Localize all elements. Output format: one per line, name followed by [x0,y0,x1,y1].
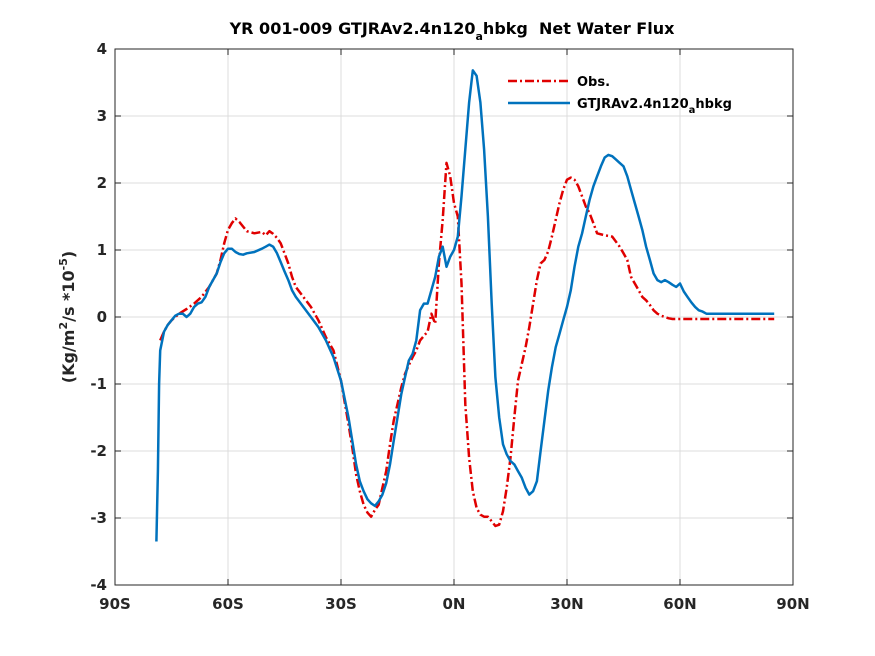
x-tick-label: 0N [443,595,466,613]
y-axis-label: (Kg/m2/s *10-5) [57,251,78,383]
ylabel-sup2: -5 [57,258,70,270]
ylabel-part2: /s *10 [59,270,78,322]
y-tick-label: -3 [90,509,107,527]
title-suffix: hbkg Net Water Flux [483,19,675,38]
chart-title: YR 001-009 GTJRAv2.4n120ahbkg Net Water … [229,19,676,43]
y-tick-label: 4 [97,40,107,58]
ylabel-part3: ) [59,251,78,258]
x-tick-label: 30N [550,595,583,613]
y-tick-label: -1 [90,375,107,393]
x-tick-label: 90N [776,595,809,613]
series-line-obs [159,161,775,528]
y-tick-label: -2 [90,442,107,460]
legend-model-subscript: a [689,105,696,116]
title-prefix: YR 001-009 GTJRAv2.4n120 [229,19,476,38]
ylabel-sup1: 2 [57,322,70,330]
y-tick-label: 0 [97,308,107,326]
legend-model-name: GTJRAv2.4n120 [577,97,689,112]
y-tick-label: 1 [97,241,107,259]
title-subscript: a [475,30,482,43]
x-tick-label: 60N [663,595,696,613]
ylabel-part1: (Kg/m [59,330,78,384]
x-tick-label: 60S [212,595,244,613]
y-tick-label: 2 [97,174,107,192]
legend-label-obs: Obs. [577,75,610,90]
legend: Obs. GTJRAv2.4n120ahbkg [508,75,732,116]
legend-label-model: GTJRAv2.4n120ahbkg [577,97,732,116]
y-tick-label: 3 [97,107,107,125]
series-line-model [155,69,775,542]
legend-model-suffix: hbkg [695,97,732,112]
x-tick-label: 30S [325,595,357,613]
y-tick-label: -4 [90,576,107,594]
series-lines [155,69,775,542]
x-tick-label: 90S [99,595,131,613]
ticks: 90S 60S 30S 0N 30N 60N 90N 4 3 2 1 0 -1 -2 -3 -4 [90,40,809,613]
